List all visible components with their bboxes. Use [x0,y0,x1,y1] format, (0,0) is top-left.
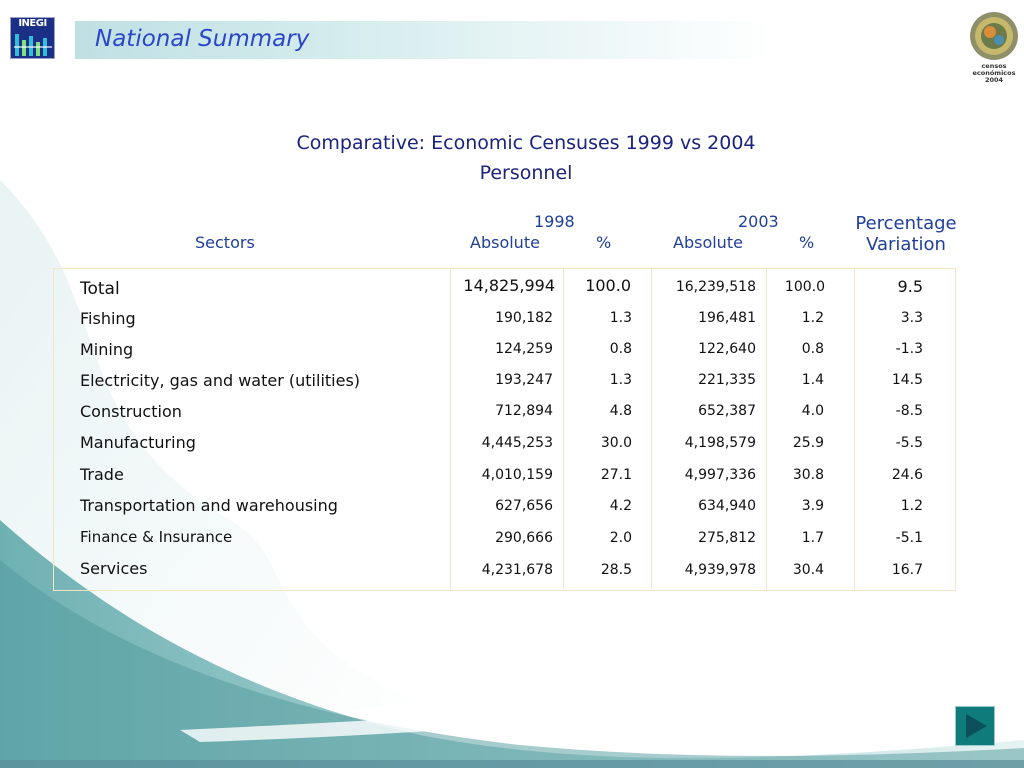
absolute-1998-cell: 4,231,678 [481,562,553,578]
variation-cell: -5.5 [895,435,923,451]
table-divider [766,269,767,591]
percent-1998-header: % [596,233,612,252]
page-title: National Summary [95,26,310,52]
absolute-2003-cell: 634,940 [698,498,756,514]
inegi-bars-icon [14,34,52,56]
variation-header-line2: Variation [866,234,946,255]
sector-label: Mining [80,340,134,359]
subtitle: Personnel [479,162,573,184]
variation-cell: 24.6 [891,467,923,483]
inegi-logo: INEGI [10,17,55,59]
variation-cell: -1.3 [895,341,923,357]
table-bottom-border [53,590,956,591]
main-title: Comparative: Economic Censuses 1999 vs 2… [296,132,756,154]
year-2003-header: 2003 [738,212,779,231]
percent-1998-cell: 27.1 [600,467,632,483]
absolute-1998-cell: 190,182 [495,310,553,326]
variation-cell: -5.1 [895,530,923,546]
next-slide-button[interactable] [955,706,995,746]
variation-cell: 1.2 [900,498,923,514]
svg-text:económicos: económicos [972,69,1015,77]
absolute-2003-header: Absolute [673,233,743,252]
sector-label: Manufacturing [80,433,196,452]
percent-2003-cell: 1.2 [801,310,824,326]
svg-text:censos: censos [981,62,1006,70]
table-border-left [53,269,54,591]
variation-cell: 14.5 [891,372,923,388]
censos-economicos-logo: censos económicos 2004 [970,12,1018,84]
absolute-1998-cell: 4,010,159 [481,467,553,483]
header-band [75,21,775,59]
percent-1998-cell: 4.2 [609,498,632,514]
absolute-2003-cell: 4,997,336 [684,467,756,483]
sector-label: Finance & Insurance [80,528,233,546]
percent-1998-cell: 28.5 [600,562,632,578]
table-divider [854,269,855,591]
percent-2003-cell: 1.7 [801,530,824,546]
variation-header-line1: Percentage [855,213,957,234]
table-divider [651,269,652,591]
sector-label: Transportation and warehousing [80,496,338,515]
variation-cell: 3.3 [900,310,923,326]
absolute-2003-cell: 16,239,518 [675,279,756,295]
percent-2003-cell: 30.8 [792,467,824,483]
percent-1998-cell: 100.0 [585,276,631,295]
inegi-logo-text: INEGI [18,18,47,29]
absolute-1998-header: Absolute [470,233,540,252]
variation-cell: 16.7 [891,562,923,578]
table-top-border [53,268,956,269]
percent-1998-cell: 0.8 [609,341,632,357]
sector-label: Trade [80,465,124,484]
svg-text:2004: 2004 [985,76,1004,84]
absolute-2003-cell: 4,939,978 [684,562,756,578]
absolute-1998-cell: 124,259 [495,341,553,357]
percent-2003-cell: 100.0 [784,279,825,295]
percent-2003-cell: 1.4 [801,372,824,388]
absolute-2003-cell: 221,335 [698,372,756,388]
percent-2003-cell: 0.8 [801,341,824,357]
table-divider [563,269,564,591]
sectors-header: Sectors [195,233,255,252]
absolute-1998-cell: 712,894 [495,403,553,419]
absolute-1998-cell: 4,445,253 [481,435,553,451]
percent-2003-cell: 3.9 [801,498,824,514]
sector-label: Total [80,279,120,299]
sector-label: Electricity, gas and water (utilities) [80,371,361,390]
percent-1998-cell: 30.0 [600,435,632,451]
percent-1998-cell: 1.3 [609,310,632,326]
percent-2003-cell: 30.4 [792,562,824,578]
next-slide-icon [966,714,987,738]
table-border-right [955,269,956,591]
variation-header: Percentage Variation [846,213,966,255]
variation-cell: -8.5 [895,403,923,419]
absolute-2003-cell: 4,198,579 [684,435,756,451]
absolute-1998-cell: 290,666 [495,530,553,546]
percent-1998-cell: 2.0 [609,530,632,546]
absolute-1998-cell: 193,247 [495,372,553,388]
absolute-2003-cell: 122,640 [698,341,756,357]
sector-label: Services [80,559,148,578]
absolute-2003-cell: 652,387 [698,403,756,419]
percent-2003-cell: 25.9 [792,435,824,451]
absolute-2003-cell: 196,481 [698,310,756,326]
percent-1998-cell: 4.8 [609,403,632,419]
percent-2003-header: % [799,233,815,252]
absolute-1998-cell: 627,656 [495,498,553,514]
sector-label: Construction [80,402,182,421]
absolute-1998-cell: 14,825,994 [463,276,555,295]
variation-cell: 9.5 [897,277,923,296]
year-1998-header: 1998 [534,212,575,231]
absolute-2003-cell: 275,812 [698,530,756,546]
percent-2003-cell: 4.0 [801,403,824,419]
table-divider [450,269,451,591]
sector-label: Fishing [80,309,136,328]
percent-1998-cell: 1.3 [609,372,632,388]
